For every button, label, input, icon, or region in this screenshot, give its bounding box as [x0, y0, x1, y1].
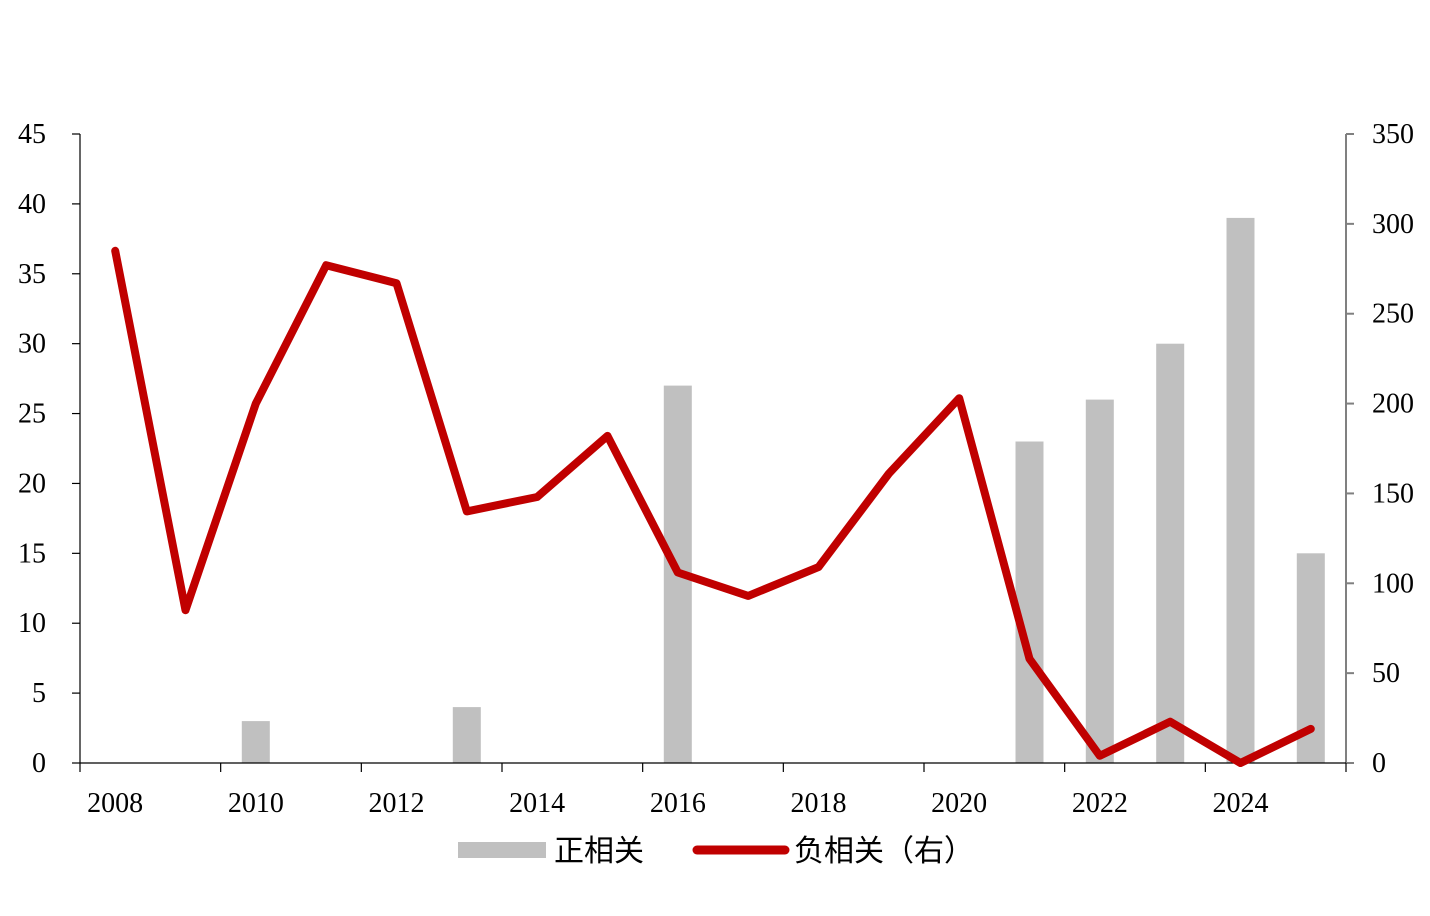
y-right-tick-label: 200: [1372, 389, 1414, 420]
x-tick-label: 2024: [1213, 788, 1269, 819]
line-point-2016: [674, 569, 682, 576]
line-point-2015: [604, 432, 611, 440]
line-point-2013: [463, 507, 471, 515]
x-tick-label: 2012: [369, 788, 425, 819]
y-left-tick-label: 5: [32, 678, 46, 709]
bar-2021: [1015, 441, 1044, 763]
y-left-tick-label: 15: [18, 538, 46, 569]
line-point-2018: [815, 563, 822, 571]
x-tick-label: 2014: [509, 788, 565, 819]
line-point-2022: [1096, 752, 1104, 760]
line-point-2025: [1307, 725, 1315, 733]
line-point-2009: [182, 606, 189, 614]
line-point-2011: [322, 261, 330, 269]
y-right-tick-label: 0: [1372, 748, 1386, 779]
line-point-2012: [393, 279, 400, 287]
y-right-tick-label: 250: [1372, 299, 1414, 330]
bar-2022: [1085, 399, 1114, 763]
y-left-tick-label: 10: [18, 608, 46, 639]
bar-2024: [1226, 217, 1255, 763]
line-point-2024: [1237, 759, 1244, 767]
line-point-2008: [111, 247, 119, 255]
line-series-negative: [111, 246, 1315, 767]
line-point-2020: [955, 394, 963, 402]
y-left-tick-label: 45: [18, 119, 46, 150]
y-left-tick-label: 0: [32, 748, 46, 779]
y-right-tick-label: 150: [1372, 478, 1414, 509]
y-right-tick-label: 300: [1372, 209, 1414, 240]
y-left-tick-label: 30: [18, 329, 46, 360]
line-point-2019: [885, 470, 893, 478]
line-point-2021: [1026, 655, 1033, 663]
x-tick-label: 2020: [931, 788, 987, 819]
y-left-tick-label: 25: [18, 399, 46, 430]
x-tick-label: 2010: [228, 788, 284, 819]
line-point-2017: [744, 592, 752, 600]
x-tick-label: 2016: [650, 788, 706, 819]
legend: 正相关 负相关（右）: [458, 834, 974, 869]
y-left-tick-label: 40: [18, 189, 46, 220]
line-point-2023: [1166, 718, 1174, 726]
bar-2010: [241, 721, 270, 763]
axes-layer: 0 5 10 15 20 25 30 35 40 45 0 50 100 150 200 250 300 350 2…: [18, 119, 1414, 819]
x-tick-label: 2018: [791, 788, 847, 819]
x-tick-label: 2022: [1072, 788, 1128, 819]
legend-swatch-positive: [458, 842, 546, 858]
y-right-tick-label: 50: [1372, 658, 1400, 689]
bar-2023: [1156, 343, 1185, 763]
legend-label-positive: 正相关: [554, 834, 644, 869]
line-layer: [111, 246, 1315, 767]
y-right-tick-label: 100: [1372, 568, 1414, 599]
y-left-tick-label: 35: [18, 259, 46, 290]
y-right-tick-label: 350: [1372, 119, 1414, 150]
line-point-2010: [252, 400, 260, 408]
x-tick-label: 2008: [87, 788, 143, 819]
line-point-2014: [533, 493, 541, 501]
y-left-tick-label: 20: [18, 468, 46, 499]
legend-label-negative: 负相关（右）: [794, 834, 974, 869]
bar-2013: [452, 707, 481, 763]
